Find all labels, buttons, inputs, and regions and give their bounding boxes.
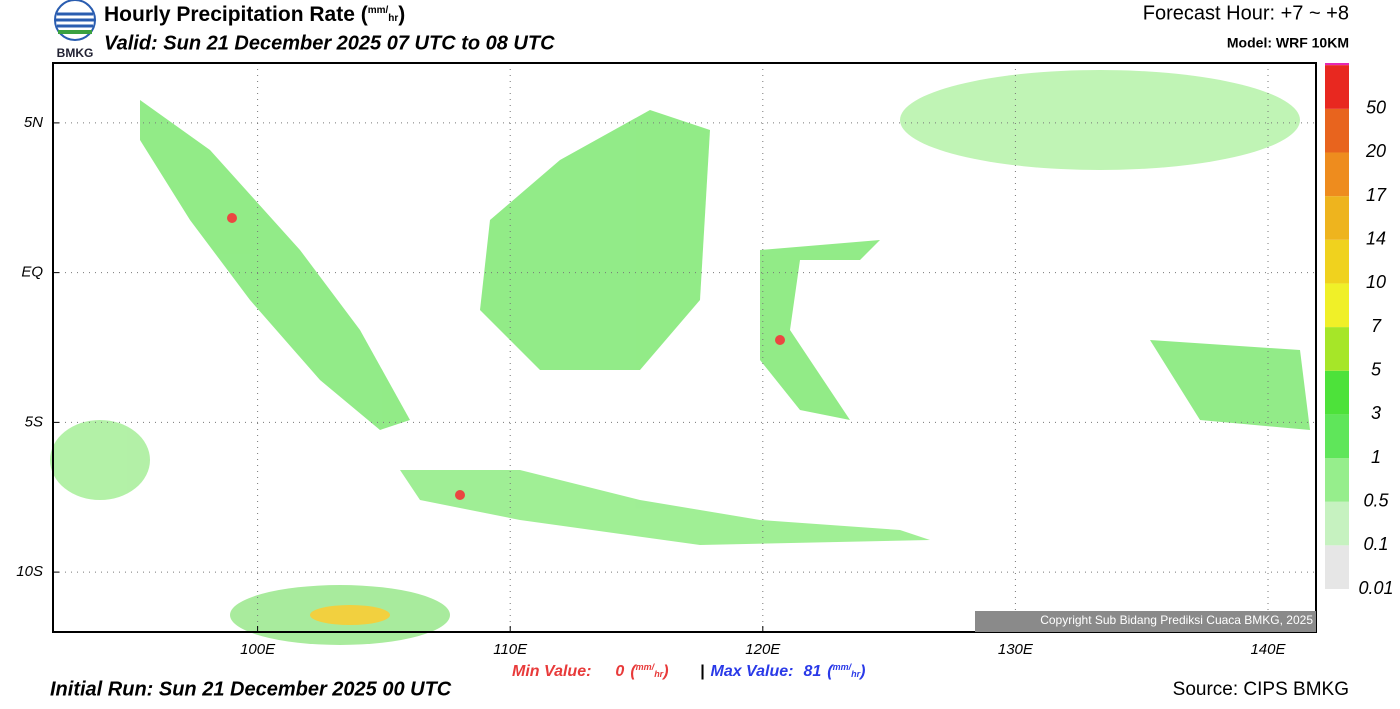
logo: BMKG [54, 0, 96, 60]
colorbar-box [1325, 152, 1349, 197]
valid: Valid: Sun 21 December 2025 07 UTC to 08… [104, 32, 555, 54]
logo-lines [55, 12, 95, 28]
heavy-cell [775, 335, 785, 345]
colorbar-box [1325, 501, 1349, 546]
min-value: 0 [615, 663, 624, 680]
papua-rain [1150, 340, 1310, 430]
copyright-box [975, 611, 1316, 632]
title: Hourly Precipitation Rate (mm/hr) [104, 3, 405, 26]
colorbar-label: 0.1 [1363, 534, 1388, 554]
unit-den: hr [654, 669, 663, 679]
logo-text: BMKG [57, 46, 94, 60]
y-tick-label: 10S [16, 563, 43, 580]
unit-open: ( [630, 663, 637, 680]
grid: 100E 110E 120E 130E 140E 5N EQ 5S 10S [16, 63, 1316, 658]
unit-close: ) [661, 663, 668, 680]
colorbar-label: 20 [1365, 141, 1386, 161]
x-tick-label: 130E [998, 641, 1034, 658]
unit-num: mm [368, 5, 386, 16]
max-stat: | Max Value: 81 (mm/hr) [700, 662, 865, 680]
heavy-cell [227, 213, 237, 223]
colorbar-box [1325, 327, 1349, 371]
y-tick-label: 5S [25, 413, 43, 430]
colorbar-label: 0.5 [1363, 490, 1389, 510]
sumatra-rain [140, 100, 410, 430]
colorbar-box [1325, 545, 1349, 589]
colorbar-box [1325, 370, 1349, 415]
copyright: Copyright Sub Bidang Prediksi Cuaca BMKG… [1040, 613, 1313, 627]
colorbar-box [1325, 65, 1349, 109]
unit-num: mm [636, 662, 652, 672]
colorbar-label: 1 [1371, 447, 1381, 467]
min-stat: Min Value: 0 (mm/hr) [512, 662, 669, 680]
cyclone-core [310, 605, 390, 625]
heavy-cell [455, 490, 465, 500]
x-tick-label: 140E [1250, 641, 1286, 658]
colorbar: 0.01 0.1 0.5 1 3 5 7 10 14 17 20 50 [1325, 63, 1394, 598]
title-end: ) [398, 3, 405, 26]
colorbar-label: 10 [1366, 272, 1386, 292]
colorbar-box [1325, 458, 1349, 502]
pacific-rain [900, 70, 1300, 170]
colorbar-label: 0.01 [1358, 578, 1393, 598]
separator: | [700, 663, 704, 680]
unit-den: hr [388, 13, 398, 24]
max-label: Max Value: [710, 663, 793, 680]
colorbar-box [1325, 108, 1349, 153]
java-rain [400, 470, 930, 545]
x-tick-label: 120E [745, 641, 781, 658]
colorbar-box [1325, 239, 1349, 284]
colorbar-label: 14 [1366, 229, 1386, 249]
forecast: Forecast Hour: +7 ~ +8 [1143, 2, 1349, 24]
source: Source: CIPS BMKG [1173, 679, 1349, 700]
colorbar-label: 50 [1366, 98, 1386, 118]
unit-close: ) [858, 663, 865, 680]
colorbar-label: 17 [1366, 185, 1387, 205]
model: Model: WRF 10KM [1227, 35, 1349, 51]
borneo-rain [480, 110, 710, 370]
unit-sep: / [651, 662, 656, 672]
colorbar-box [1325, 414, 1349, 459]
title-text: Hourly Precipitation Rate ( [104, 3, 368, 26]
x-tick-label: 110E [493, 641, 528, 658]
y-tick-label: 5N [24, 114, 43, 131]
colorbar-label: 3 [1371, 403, 1381, 423]
unit-num: mm [833, 662, 849, 672]
colorbar-top [1325, 63, 1349, 66]
unit-den: hr [851, 669, 860, 679]
max-value: 81 [803, 663, 821, 680]
initial-run: Initial Run: Sun 21 December 2025 00 UTC [50, 678, 452, 700]
ocean-rain [50, 420, 150, 500]
unit-open: ( [827, 663, 834, 680]
precip-field [50, 70, 1310, 645]
colorbar-label: 5 [1371, 359, 1382, 379]
colorbar-label: 7 [1371, 316, 1382, 336]
unit-sep: / [848, 662, 853, 672]
y-tick-label: EQ [21, 264, 43, 281]
x-tick-label: 100E [240, 641, 276, 658]
colorbar-box [1325, 196, 1349, 240]
map-frame [52, 62, 1317, 633]
sulawesi-rain [760, 240, 880, 420]
min-label: Min Value: [512, 663, 591, 680]
colorbar-box [1325, 283, 1349, 328]
unit-sep: / [386, 5, 389, 16]
